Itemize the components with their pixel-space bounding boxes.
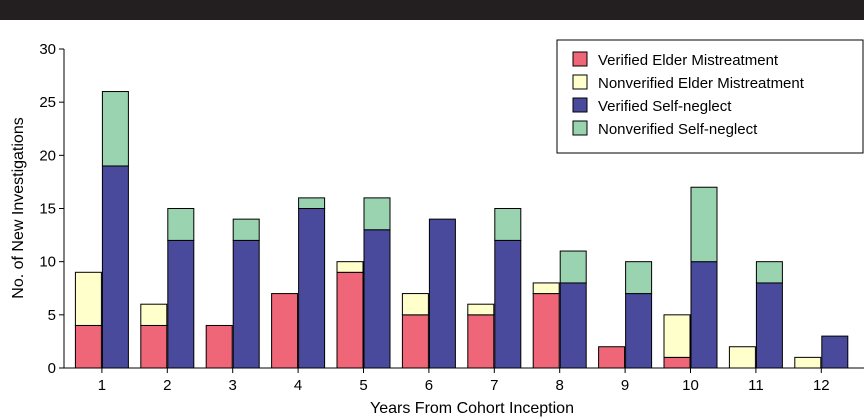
bar-verified-self-neglect-year-5 — [363, 229, 391, 369]
legend-box — [556, 39, 864, 154]
bar-nonverified-elder-mistreatment-year-10 — [663, 314, 691, 358]
plot-area — [74, 91, 849, 369]
y-tick-label: 15 — [39, 201, 56, 218]
x-tick-label: 9 — [621, 377, 629, 394]
legend-label: Verified Self-neglect — [598, 98, 732, 115]
x-tick-label: 5 — [359, 377, 367, 394]
bar-verified-elder-mistreatment-year-7 — [467, 314, 495, 369]
bar-verified-self-neglect-year-9 — [625, 293, 653, 369]
y-axis-ticks: 0 5 10 15 20 25 30 — [39, 41, 64, 377]
y-axis-title: No. of New Investigations — [10, 117, 27, 298]
x-axis-title: Years From Cohort Inception — [370, 400, 574, 417]
bar-verified-elder-mistreatment-year-6 — [401, 314, 429, 369]
header-bar — [0, 0, 864, 20]
bar-nonverified-elder-mistreatment-year-12 — [794, 356, 822, 369]
bar-verified-self-neglect-year-11 — [755, 282, 783, 369]
x-tick-label: 4 — [294, 377, 302, 394]
x-tick-label: 6 — [425, 377, 433, 394]
bar-nonverified-self-neglect-year-9 — [625, 261, 653, 295]
y-tick-label: 30 — [39, 41, 56, 58]
bar-verified-self-neglect-year-12 — [821, 335, 849, 369]
legend-label: Nonverified Elder Mistreatment — [598, 75, 805, 92]
bar-verified-self-neglect-year-1 — [101, 165, 129, 369]
bar-verified-elder-mistreatment-year-3 — [205, 324, 233, 369]
bar-verified-elder-mistreatment-year-9 — [598, 346, 626, 369]
bar-nonverified-elder-mistreatment-year-11 — [728, 346, 756, 369]
x-tick-label: 2 — [163, 377, 171, 394]
bar-nonverified-self-neglect-year-3 — [232, 218, 260, 241]
x-tick-label: 7 — [490, 377, 498, 394]
bar-verified-elder-mistreatment-year-2 — [140, 324, 168, 369]
y-tick-label: 25 — [39, 94, 56, 111]
bar-nonverified-elder-mistreatment-year-6 — [401, 293, 429, 316]
x-axis-ticks: 1 2 3 4 5 6 7 8 9 10 11 12 — [98, 368, 830, 394]
x-tick-label: 11 — [748, 377, 764, 394]
bar-verified-self-neglect-year-10 — [690, 261, 718, 369]
bar-nonverified-elder-mistreatment-year-7 — [467, 303, 495, 316]
legend-swatch — [572, 51, 588, 67]
bar-nonverified-self-neglect-year-11 — [755, 261, 783, 284]
bar-nonverified-elder-mistreatment-year-5 — [336, 261, 364, 273]
bar-verified-self-neglect-year-2 — [167, 239, 195, 369]
legend: Verified Elder Mistreatment Nonverified E… — [556, 39, 864, 154]
bar-verified-elder-mistreatment-year-4 — [271, 293, 299, 369]
legend-swatch — [572, 97, 588, 113]
bar-nonverified-elder-mistreatment-year-1 — [74, 271, 102, 326]
y-tick-label: 10 — [39, 254, 56, 271]
x-tick-label: 8 — [556, 377, 564, 394]
bar-nonverified-self-neglect-year-4 — [298, 197, 326, 210]
bar-nonverified-self-neglect-year-2 — [167, 208, 195, 241]
bar-nonverified-elder-mistreatment-year-2 — [140, 303, 168, 326]
x-tick-label: 12 — [813, 377, 830, 394]
bar-nonverified-self-neglect-year-10 — [690, 186, 718, 263]
bar-verified-self-neglect-year-8 — [559, 282, 587, 369]
bar-verified-self-neglect-year-4 — [298, 208, 326, 369]
legend-swatch — [572, 120, 588, 136]
bar-nonverified-self-neglect-year-1 — [101, 91, 129, 167]
bar-verified-self-neglect-year-7 — [494, 239, 522, 369]
bar-nonverified-elder-mistreatment-year-8 — [532, 282, 560, 295]
y-tick-label: 0 — [48, 360, 56, 377]
legend-label: Nonverified Self-neglect — [598, 121, 758, 138]
bar-verified-self-neglect-year-6 — [428, 218, 456, 369]
bar-verified-elder-mistreatment-year-10 — [663, 356, 691, 369]
bar-verified-elder-mistreatment-year-8 — [532, 293, 560, 369]
x-tick-label: 3 — [229, 377, 237, 394]
bar-verified-elder-mistreatment-year-1 — [74, 324, 102, 369]
x-tick-label: 1 — [98, 377, 106, 394]
legend-label: Verified Elder Mistreatment — [598, 52, 779, 69]
x-tick-label: 10 — [682, 377, 699, 394]
y-tick-label: 20 — [39, 147, 56, 164]
bar-nonverified-self-neglect-year-8 — [559, 250, 587, 284]
y-tick-label: 5 — [48, 307, 56, 324]
bar-verified-elder-mistreatment-year-5 — [336, 271, 364, 369]
bar-nonverified-self-neglect-year-7 — [494, 208, 522, 241]
bar-verified-self-neglect-year-3 — [232, 239, 260, 369]
legend-swatch — [572, 74, 588, 90]
bar-nonverified-self-neglect-year-5 — [363, 197, 391, 231]
